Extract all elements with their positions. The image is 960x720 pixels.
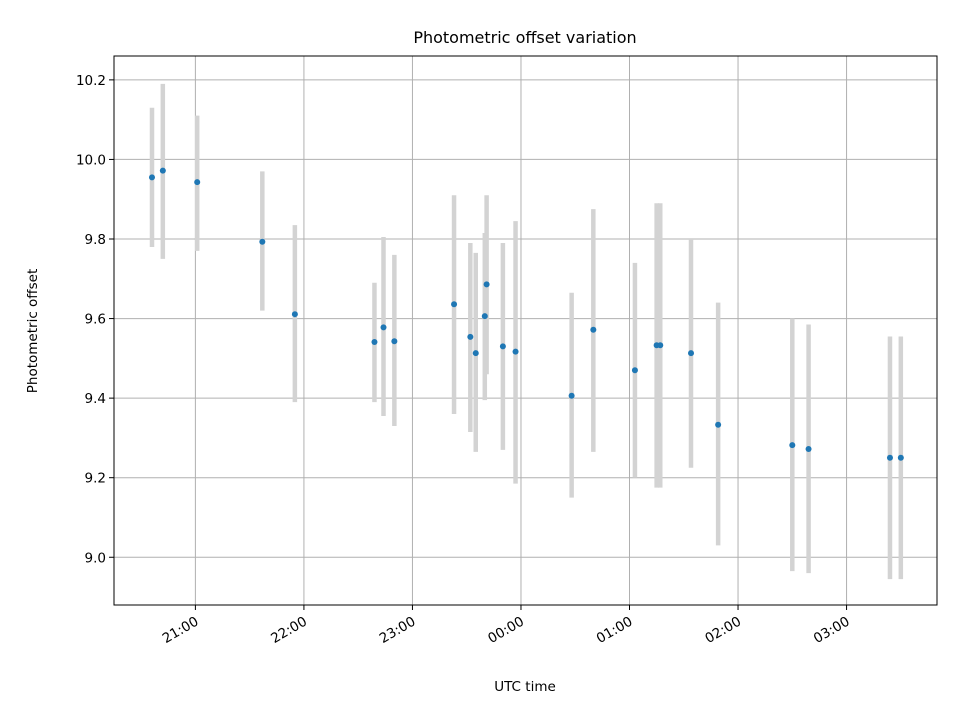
data-point <box>194 179 201 186</box>
data-point <box>159 167 166 174</box>
y-tick-label: 10.2 <box>76 73 106 89</box>
data-point <box>291 311 298 318</box>
y-tick-label: 9.6 <box>85 312 106 328</box>
data-point <box>590 326 597 333</box>
data-point <box>259 238 266 245</box>
data-point <box>805 446 812 453</box>
data-point <box>631 367 638 374</box>
data-point <box>481 313 488 320</box>
y-tick-label: 10.0 <box>76 152 106 168</box>
data-point <box>688 350 695 357</box>
y-tick-label: 9.8 <box>85 232 106 248</box>
y-tick-label: 9.0 <box>85 550 106 566</box>
plot-frame <box>113 55 938 606</box>
data-point <box>789 442 796 449</box>
y-tick-label: 9.4 <box>85 391 106 407</box>
data-point <box>715 421 722 428</box>
data-point <box>391 338 398 345</box>
data-point <box>380 324 387 331</box>
data-point <box>472 350 479 357</box>
data-point <box>483 281 490 288</box>
data-point <box>499 343 506 350</box>
data-point <box>371 339 378 346</box>
chart-title: Photometric offset variation <box>413 28 636 47</box>
data-point <box>897 454 904 461</box>
grid-lines <box>114 56 937 605</box>
data-points <box>148 167 904 461</box>
y-axis-label: Photometric offset <box>25 269 41 393</box>
data-point <box>568 392 575 399</box>
data-point <box>451 301 458 308</box>
data-point <box>657 342 664 349</box>
data-point <box>148 174 155 181</box>
x-axis-label: UTC time <box>494 679 556 695</box>
data-point <box>512 348 519 355</box>
y-tick-label: 9.2 <box>85 471 106 487</box>
data-point <box>886 454 893 461</box>
data-point <box>467 333 474 340</box>
